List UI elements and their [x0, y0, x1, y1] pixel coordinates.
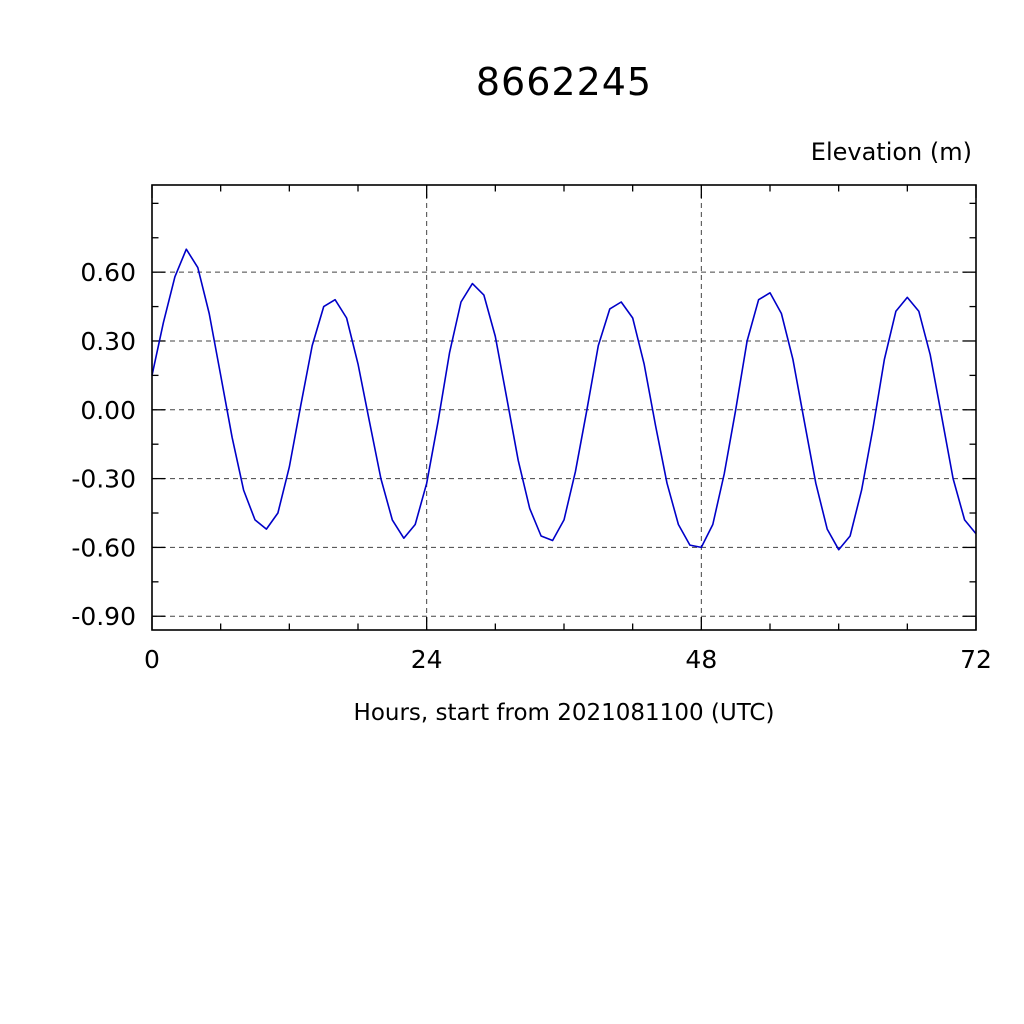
- chart-title: 8662245: [475, 60, 653, 104]
- x-tick-label: 24: [411, 645, 443, 674]
- axis-ticks: [151, 185, 977, 630]
- plot-frame: [151, 184, 977, 631]
- y-tick-label: 0.30: [80, 327, 136, 356]
- tick-labels: 0 24 48 72 -0.90 -0.60 -0.30 0.00 0.30 0.60: [71, 258, 992, 674]
- y-tick-label: -0.60: [71, 533, 136, 562]
- x-tick-label: 72: [960, 645, 992, 674]
- y-tick-label: -0.30: [71, 465, 136, 494]
- x-axis-title: Hours, start from 2021081100 (UTC): [353, 700, 775, 726]
- x-tick-label: 0: [144, 645, 160, 674]
- x-tick-label: 48: [685, 645, 717, 674]
- y-tick-label: 0.60: [80, 258, 136, 287]
- y-axis-title: Elevation (m): [810, 138, 972, 166]
- gridlines: [152, 185, 976, 630]
- series-line-elevation: [151, 248, 977, 551]
- y-tick-label: -0.90: [71, 602, 136, 631]
- y-tick-label: 0.00: [80, 396, 136, 425]
